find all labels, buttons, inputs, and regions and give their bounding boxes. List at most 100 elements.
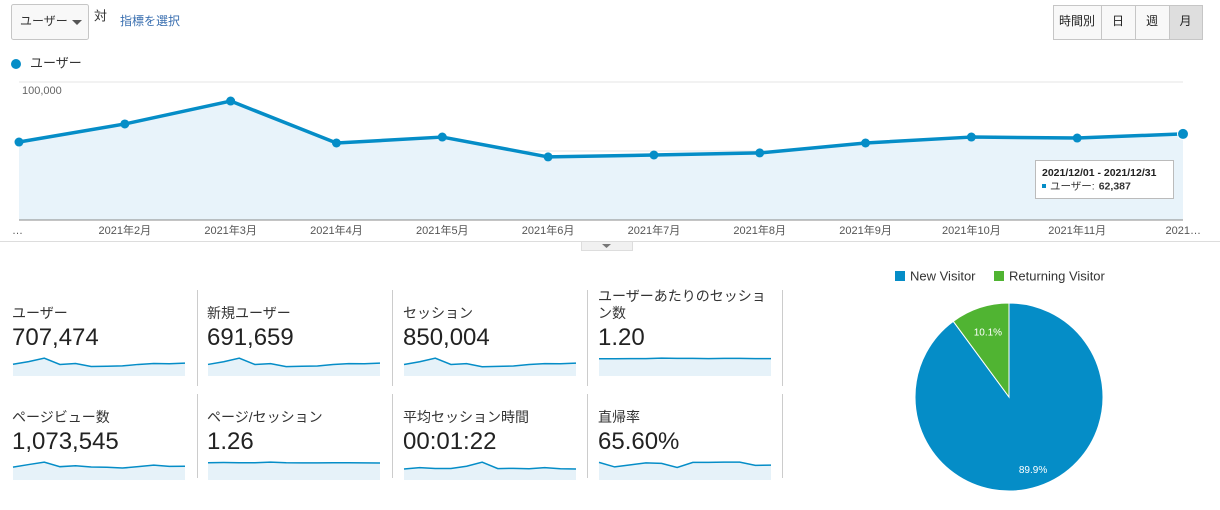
x-tick-label: 2021年5月 <box>416 223 469 237</box>
metric-dropdown[interactable] <box>11 4 89 40</box>
sparkline-line <box>403 461 577 470</box>
sparkline-line <box>598 461 772 469</box>
card-separator <box>782 394 783 478</box>
metric-dropdown-label: ユーザー <box>20 14 68 28</box>
metric-card: ページビュー数 1,073,545 <box>12 390 192 482</box>
tooltip-date: 2021/12/01 - 2021/12/31 <box>1042 167 1157 179</box>
metric-value: 1.26 <box>207 428 254 455</box>
select-metric-link[interactable]: 指標を選択 <box>120 13 180 28</box>
sparkline-line <box>403 357 577 368</box>
data-point <box>966 132 976 142</box>
data-point <box>1177 127 1189 140</box>
card-separator <box>197 394 198 478</box>
metric-card: 新規ユーザー 691,659 <box>207 286 387 378</box>
legend-marker <box>11 59 21 69</box>
tooltip-series: ユーザー: <box>1050 180 1095 192</box>
metric-value: 65.60% <box>598 428 680 455</box>
data-point <box>120 119 130 129</box>
sparkline <box>207 357 381 376</box>
metric-label: ユーザー <box>12 305 68 321</box>
sparkline-line <box>207 357 381 368</box>
data-point <box>437 132 447 142</box>
series-line <box>18 99 1184 159</box>
metric-label: 新規ユーザー <box>207 305 291 321</box>
tooltip-value: 62,387 <box>1099 180 1131 192</box>
x-tick-label: 2021年8月 <box>733 223 786 237</box>
metric-value: 1.20 <box>598 324 645 351</box>
x-tick-label: 2021年11月 <box>1048 223 1106 237</box>
card-separator <box>587 394 588 478</box>
x-tick-label: 2021年3月 <box>204 223 257 237</box>
sparkline-area <box>13 462 185 480</box>
metric-card: 直帰率 65.60% <box>598 390 778 482</box>
pie-legend-label: New Visitor <box>910 268 976 283</box>
sparkline-area <box>599 462 771 480</box>
data-point <box>331 138 341 148</box>
sparkline <box>12 357 186 376</box>
metric-value: 691,659 <box>207 324 294 351</box>
data-point <box>649 150 659 160</box>
x-tick-label: 2021年2月 <box>99 223 152 237</box>
metric-label: 直帰率 <box>598 409 640 425</box>
metric-label: ページ/セッション <box>207 409 323 425</box>
card-separator <box>197 290 198 386</box>
pie-legend-swatch <box>895 271 905 281</box>
versus-label: 対 <box>94 8 107 23</box>
pie-legend-swatch <box>994 271 1004 281</box>
period-button-label: 日 <box>1112 14 1124 28</box>
metric-card: ユーザーあたりのセッション数 1.20 <box>598 286 778 378</box>
pie-value-label: 10.1% <box>974 327 1002 338</box>
period-button-label: 週 <box>1146 14 1158 28</box>
sparkline-area <box>404 462 576 480</box>
data-point <box>543 152 553 162</box>
sparkline-line <box>599 357 771 360</box>
tooltip-swatch <box>1042 184 1046 188</box>
data-point <box>1072 133 1082 143</box>
period-button-label: 時間別 <box>1059 14 1095 28</box>
sparkline <box>598 461 772 480</box>
x-tick-label: … <box>12 225 23 237</box>
expand-arrow <box>602 244 611 248</box>
metric-value: 00:01:22 <box>403 428 497 455</box>
sparkline-area <box>599 358 771 376</box>
sparkline <box>599 357 771 376</box>
y-tick-label: 100,000 <box>22 85 62 97</box>
sparkline-line <box>12 357 186 368</box>
sparkline <box>403 461 577 480</box>
sparkline-line <box>207 461 381 464</box>
dropdown-arrow <box>72 20 82 25</box>
pie-legend-label: Returning Visitor <box>1009 268 1106 283</box>
period-button[interactable] <box>1169 5 1203 40</box>
x-tick-label: 2021年7月 <box>628 223 681 237</box>
pie-slice <box>952 302 1010 399</box>
x-tick-label: 2021年9月 <box>839 223 892 237</box>
metric-value: 1,073,545 <box>12 428 119 455</box>
period-button[interactable] <box>1101 5 1136 40</box>
metric-label: ページビュー数 <box>12 409 110 425</box>
metric-value: 707,474 <box>12 324 99 351</box>
pie-value-label: 89.9% <box>1019 465 1047 476</box>
data-point <box>755 148 765 158</box>
metric-card: ページ/セッション 1.26 <box>207 390 387 482</box>
metric-label: 平均セッション時間 <box>403 409 529 425</box>
sparkline <box>12 461 186 480</box>
card-separator <box>392 290 393 386</box>
tooltip-box <box>1035 160 1174 199</box>
x-tick-label: 2021年4月 <box>310 223 363 237</box>
data-point <box>226 96 236 106</box>
data-point <box>14 137 24 147</box>
sparkline-line <box>12 461 186 469</box>
metric-card: ユーザー 707,474 <box>12 286 192 378</box>
line-area <box>19 101 1183 220</box>
sparkline <box>207 461 381 480</box>
x-tick-label: 2021… <box>1166 225 1201 237</box>
card-separator <box>587 290 588 386</box>
sparkline <box>403 357 577 376</box>
period-button-label: 月 <box>1179 14 1191 28</box>
sparkline-area <box>208 462 380 480</box>
metric-card: セッション 850,004 <box>403 286 583 378</box>
tooltip-row: ユーザー: 62,387 <box>1050 180 1131 192</box>
legend-label: ユーザー <box>30 55 82 70</box>
